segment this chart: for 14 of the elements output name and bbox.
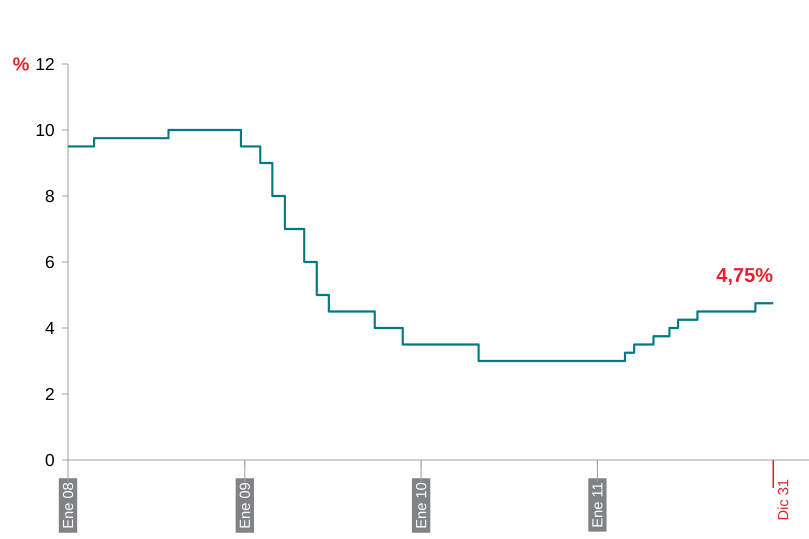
y-tick-label: 10 [36, 124, 54, 136]
y-tick-label: 12 [36, 58, 54, 70]
y-tick-label: 8 [46, 190, 54, 202]
y-tick-label: 4 [45, 322, 54, 334]
x-tick-label: Ene 11 [592, 482, 603, 526]
y-tick-label: 0 [46, 454, 54, 466]
y-axis-title: % [13, 57, 29, 71]
x-tick-label: Ene 09 [240, 482, 250, 528]
y-tick-label: 2 [46, 388, 54, 400]
x-tick-label: Ene 10 [416, 482, 426, 528]
annotation: 4,75% [716, 268, 772, 285]
ref-line-label: Dic 31 [778, 480, 788, 520]
x-tick-label: Ene 08 [62, 482, 74, 528]
y-tick-label: 6 [46, 256, 54, 268]
